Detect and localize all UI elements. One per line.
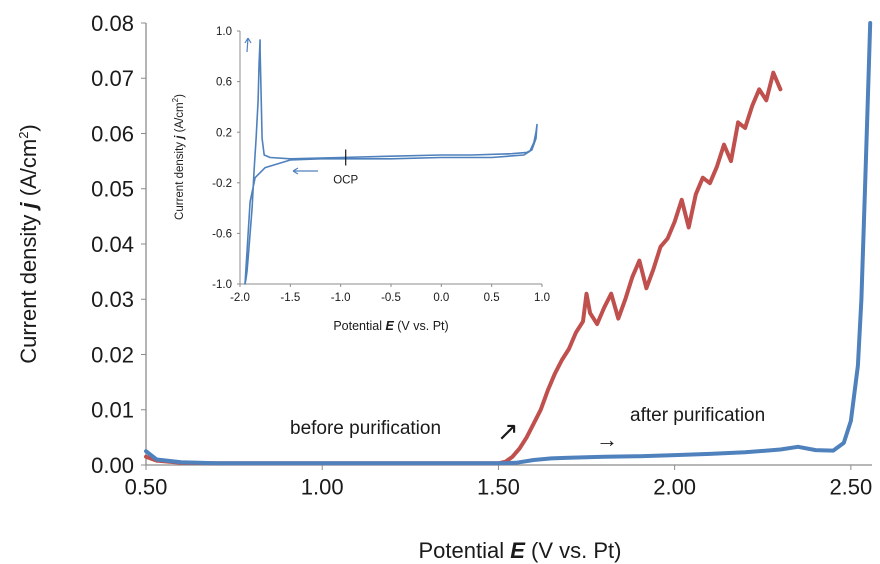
- inset-y-axis-label: Current density j (A/cm2): [171, 94, 186, 220]
- inset-y-tick-label: -1.0: [212, 279, 232, 291]
- inset-series: [244, 39, 538, 285]
- main-series-line-1: [144, 21, 873, 466]
- inset-y-tick-label: -0.2: [212, 178, 232, 190]
- inset-x-tick-label: 0.5: [484, 292, 500, 304]
- inset-series-line-0: [244, 39, 538, 285]
- main-y-tick-label: 0.06: [91, 121, 134, 146]
- main-x-tick-label: 1.00: [301, 475, 344, 500]
- inset-y-ticks: 1.0 0.6 0.2 -0.2 -0.6 -1.0: [212, 26, 240, 291]
- main-y-tick-label: 0.05: [91, 177, 134, 202]
- inset-x-tick-label: 0.0: [433, 292, 449, 304]
- main-y-axis-label: Current density j (A/cm2): [16, 124, 41, 364]
- inset-x-ticks: -2.0 -1.5 -1.0 -0.5 0.0 0.5 1.0: [230, 284, 550, 304]
- arrow-after-purification: →: [596, 427, 618, 452]
- ocp-label: OCP: [333, 175, 358, 187]
- main-y-tick-label: 0.08: [91, 11, 134, 36]
- main-chart: 0.00 0.01 0.02 0.03 0.04 0.05 0.06 0.07 0.08 0.5…: [16, 11, 872, 563]
- main-x-tick-label: 2.50: [829, 475, 872, 500]
- inset-x-tick-label: -0.5: [381, 292, 401, 304]
- inset-sweep-arrow-up: [244, 37, 252, 53]
- inset-x-axis-label: Potential E (V vs. Pt): [333, 319, 448, 333]
- inset-x-tick-label: -2.0: [230, 292, 250, 304]
- main-y-tick-label: 0.04: [91, 232, 134, 257]
- main-y-tick-label: 0.01: [91, 398, 134, 423]
- main-series: [144, 21, 873, 466]
- inset-x-tick-label: -1.5: [280, 292, 300, 304]
- inset-x-tick-label: 1.0: [534, 292, 550, 304]
- inset-chart: 1.0 0.6 0.2 -0.2 -0.6 -1.0 -2.0 -1.5 -1.0 -0.5 0.…: [160, 10, 560, 340]
- inset-x-tick-label: -1.0: [331, 292, 351, 304]
- arrow-before-purification: ↗: [497, 416, 519, 446]
- main-y-ticks: 0.00 0.01 0.02 0.03 0.04 0.05 0.06 0.07 0.08: [91, 11, 146, 478]
- main-y-tick-label: 0.07: [91, 66, 134, 91]
- main-x-tick-label: 0.50: [125, 475, 168, 500]
- main-x-axis-label: Potential E (V vs. Pt): [419, 538, 622, 563]
- main-y-tick-label: 0.02: [91, 342, 134, 367]
- main-x-tick-label: 1.50: [477, 475, 520, 500]
- main-x-ticks: 0.50 1.00 1.50 2.00 2.50: [125, 465, 872, 500]
- inset-sweep-arrow-left: [292, 167, 318, 175]
- main-x-tick-label: 2.00: [653, 475, 696, 500]
- inset-y-tick-label: 1.0: [216, 26, 232, 38]
- main-y-tick-label: 0.00: [91, 453, 134, 478]
- inset-y-tick-label: -0.6: [212, 229, 232, 241]
- main-y-tick-label: 0.03: [91, 287, 134, 312]
- inset-y-tick-label: 0.6: [216, 77, 232, 89]
- label-before-purification: before purification: [290, 418, 441, 439]
- label-after-purification: after purification: [630, 405, 765, 426]
- inset-background: [160, 10, 560, 340]
- inset-y-tick-label: 0.2: [216, 127, 232, 139]
